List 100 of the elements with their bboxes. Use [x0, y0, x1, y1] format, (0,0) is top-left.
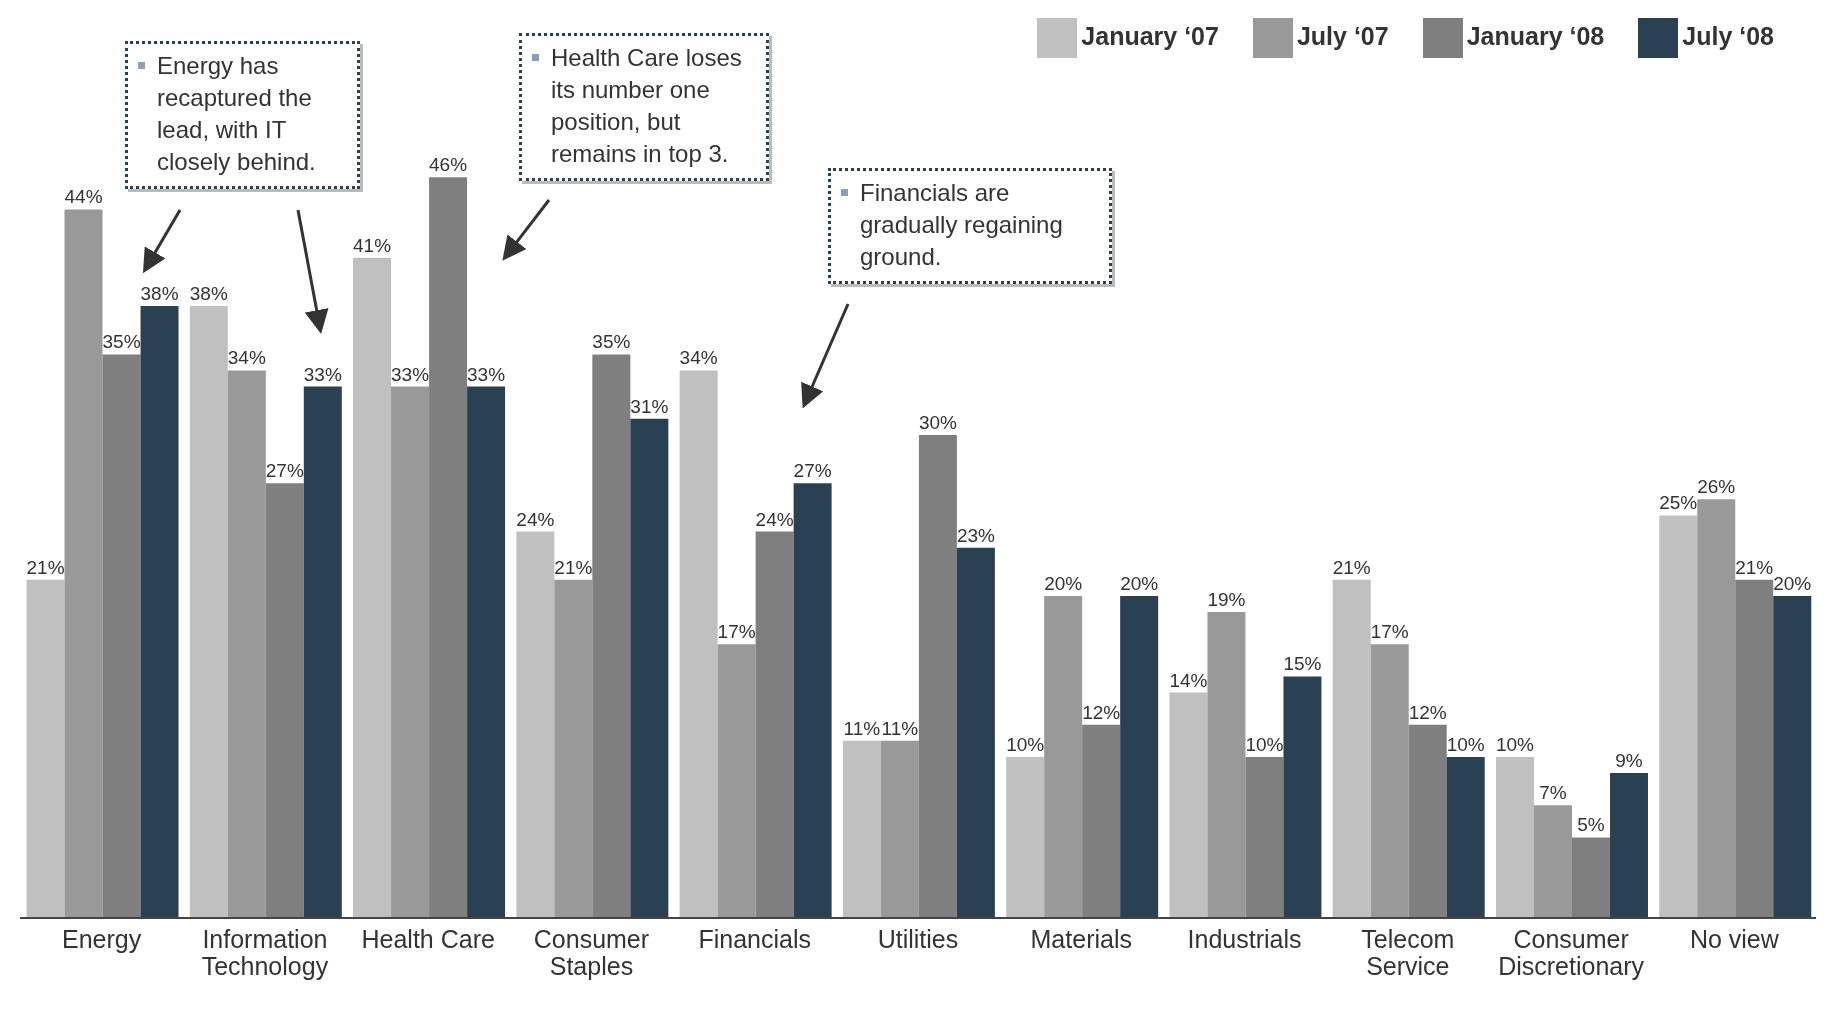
callout-box: Energy has recaptured the lead, with IT closely behind.: [125, 41, 360, 189]
bar: [1735, 579, 1774, 918]
bar: [1245, 756, 1284, 918]
bar: [755, 531, 794, 918]
bar: [1283, 676, 1322, 918]
bar: [1408, 724, 1447, 918]
bar: [303, 386, 342, 918]
data-label: 44%: [64, 186, 103, 208]
data-label: 10%: [1446, 733, 1485, 755]
x-tick-label: Energy: [62, 925, 142, 953]
data-label: 21%: [26, 556, 65, 578]
data-label: 17%: [717, 621, 756, 643]
bar: [1082, 724, 1121, 918]
data-label: 25%: [1659, 492, 1698, 514]
bar: [189, 306, 228, 918]
data-label: 33%: [467, 363, 506, 385]
data-label: 11%: [843, 717, 881, 739]
data-label: 34%: [227, 347, 266, 369]
callout-box: Financials are gradually regaining ground.: [828, 168, 1112, 284]
bar: [140, 306, 179, 918]
x-tick-label: Health Care: [361, 925, 495, 953]
bar: [1609, 773, 1648, 918]
callout-box: Health Care loses its number one position, but remains in top 3.: [519, 33, 769, 181]
data-label: 10%: [1006, 733, 1045, 755]
bar: [353, 257, 392, 918]
data-label: 21%: [554, 556, 593, 578]
bar: [880, 740, 919, 918]
data-label: 24%: [516, 508, 555, 530]
data-label: 14%: [1169, 669, 1208, 691]
bar: [630, 418, 669, 918]
bar: [265, 483, 304, 918]
x-tick-label: No view: [1689, 925, 1780, 953]
bar: [26, 579, 65, 918]
bar: [918, 434, 957, 918]
bar: [227, 370, 266, 918]
legend-label: July ‘08: [1682, 21, 1774, 50]
bar: [1697, 499, 1736, 918]
bar: [842, 740, 881, 918]
data-label: 10%: [1495, 733, 1535, 755]
bar: [592, 354, 631, 918]
data-label: 33%: [303, 363, 342, 385]
x-tick-label: Industrials: [1187, 925, 1302, 953]
bar: [391, 386, 430, 918]
bar: [467, 386, 506, 918]
data-label: 27%: [793, 460, 832, 482]
bar: [717, 644, 756, 918]
data-label: 17%: [1370, 621, 1409, 643]
bar: [793, 483, 832, 918]
data-label: 20%: [1044, 572, 1083, 594]
x-tick-label: Consumer Discretionary: [1498, 925, 1645, 980]
bar: [102, 354, 141, 918]
data-label: 31%: [630, 395, 669, 417]
bar: [1446, 756, 1485, 918]
data-label: 23%: [956, 524, 996, 546]
data-label: 38%: [189, 283, 228, 305]
x-tick-label: Materials: [1030, 925, 1132, 953]
data-label: 15%: [1283, 653, 1322, 675]
x-tick-label: Consumer Staples: [533, 925, 650, 980]
data-label: 21%: [1735, 556, 1774, 578]
bar: [1370, 644, 1409, 918]
data-label: 34%: [679, 347, 718, 369]
data-label: 41%: [353, 234, 392, 256]
data-label: 46%: [429, 154, 468, 176]
legend-label: January ‘08: [1466, 21, 1605, 50]
bar: [1773, 595, 1812, 918]
data-label: 27%: [265, 460, 304, 482]
data-label: 33%: [391, 363, 430, 385]
bar: [1571, 837, 1610, 918]
bar: [956, 547, 995, 918]
x-tick-label: Information Technology: [201, 925, 329, 980]
legend-label: January ‘07: [1081, 21, 1219, 50]
legend-label: July ‘07: [1296, 21, 1389, 50]
data-label: 20%: [1773, 572, 1812, 594]
data-label: 10%: [1245, 733, 1284, 755]
data-label: 30%: [918, 411, 958, 433]
data-label: 20%: [1120, 572, 1159, 594]
bar: [429, 177, 468, 918]
data-label: 26%: [1697, 476, 1736, 498]
bar: [1169, 692, 1208, 918]
bar: [516, 531, 555, 918]
bar: [1533, 805, 1572, 918]
bar: [1495, 756, 1534, 918]
data-label: 35%: [102, 331, 141, 353]
annotation: Financials are gradually regaining ground.: [860, 178, 1064, 272]
data-label: 19%: [1207, 589, 1246, 611]
bar: [1332, 579, 1371, 918]
bar: [1044, 595, 1083, 918]
data-label: 11%: [881, 717, 919, 739]
bar: [1006, 756, 1045, 918]
bar: [64, 209, 103, 918]
bar: [1207, 612, 1246, 918]
bar: [554, 579, 593, 918]
data-label: 38%: [140, 283, 179, 305]
data-label: 9%: [1615, 750, 1643, 772]
x-tick-label: Financials: [698, 925, 812, 953]
data-label: 5%: [1577, 814, 1605, 836]
data-label: 7%: [1539, 782, 1567, 804]
data-label: 24%: [755, 508, 794, 530]
x-tick-label: Telecom Service: [1361, 925, 1455, 980]
bar: [1120, 595, 1159, 918]
